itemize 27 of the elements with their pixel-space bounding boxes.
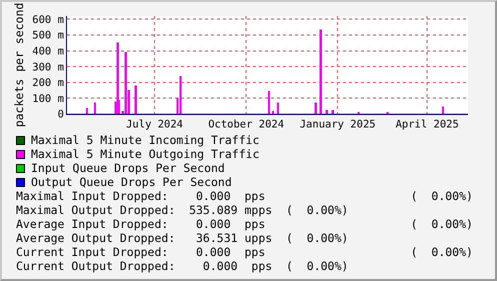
y-axis-title: packets per second <box>12 2 26 128</box>
legend-label: Output Queue Drops Per Second <box>31 175 232 189</box>
bar <box>314 102 317 114</box>
text: Maximal Output Dropped: 535.089 mpps ( 0.00%) <box>16 203 350 217</box>
text: Current Output Dropped: 0.000 pps ( 0.00%) <box>16 259 350 273</box>
x-tick-label: October 2024 <box>208 118 284 131</box>
text: Average Input Dropped: 0.000 pps ( 0.00%) <box>16 217 473 231</box>
bar <box>124 52 127 114</box>
text: Current Input Dropped: 0.000 pps ( 0.00%) <box>16 245 473 259</box>
bar <box>179 76 182 114</box>
x-tick-label: April 2025 <box>396 118 459 131</box>
y-tick-label: 0 <box>58 108 64 121</box>
y-tick-label: 300 m <box>32 61 64 74</box>
text: Maximal Input Dropped: 0.000 pps ( 0.00%) <box>16 189 473 203</box>
x-tick-label: July 2024 <box>126 118 184 131</box>
x-tick-label: January 2025 <box>300 118 376 131</box>
y-tick-label: 200 m <box>32 77 64 90</box>
bar <box>134 86 137 114</box>
text: Average Output Dropped: 36.531 upps ( 0.00%) <box>16 231 350 245</box>
legend-label: Maximal 5 Minute Outgoing Traffic <box>31 147 260 161</box>
y-tick-label: 600 m <box>32 14 64 26</box>
legend-label: Maximal 5 Minute Incoming Traffic <box>31 133 260 147</box>
bar <box>320 29 322 114</box>
y-tick-label: 100 m <box>32 92 64 105</box>
y-tick-label: 500 m <box>32 30 64 42</box>
y-tick-label: 400 m <box>32 45 64 58</box>
legend-label: Input Queue Drops Per Second <box>31 161 225 175</box>
